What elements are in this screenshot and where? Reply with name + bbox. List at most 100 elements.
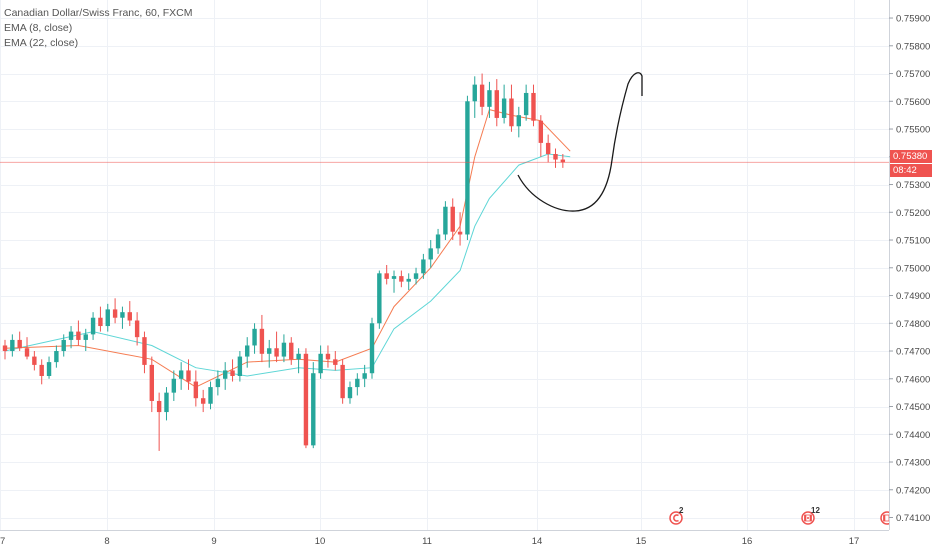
candle[interactable] bbox=[83, 328, 88, 352]
symbol-title[interactable]: Canadian Dollar/Swiss Franc, 60, FXCM bbox=[4, 7, 193, 19]
candle[interactable] bbox=[399, 270, 404, 288]
candle[interactable] bbox=[259, 314, 265, 363]
candle[interactable] bbox=[156, 392, 162, 451]
candle[interactable] bbox=[457, 212, 463, 246]
canada-flag-event-icon-edge[interactable] bbox=[880, 509, 896, 525]
freehand-drawing[interactable] bbox=[517, 72, 643, 212]
candle[interactable] bbox=[325, 345, 331, 368]
candle[interactable] bbox=[90, 312, 96, 340]
candle[interactable] bbox=[318, 345, 323, 379]
candle-body bbox=[560, 159, 566, 163]
candle[interactable] bbox=[230, 359, 235, 382]
candle[interactable] bbox=[76, 320, 81, 346]
candle[interactable] bbox=[2, 339, 8, 360]
candle-body bbox=[230, 370, 235, 376]
candle[interactable] bbox=[406, 273, 411, 290]
candle[interactable] bbox=[208, 381, 213, 410]
candle[interactable] bbox=[428, 240, 433, 268]
candle[interactable] bbox=[538, 115, 544, 157]
candle[interactable] bbox=[24, 337, 30, 360]
candle-body bbox=[457, 231, 463, 235]
candle[interactable] bbox=[487, 81, 492, 118]
candle[interactable] bbox=[501, 84, 507, 124]
candle[interactable] bbox=[245, 337, 250, 368]
candle[interactable] bbox=[369, 317, 375, 379]
candle[interactable] bbox=[142, 331, 147, 374]
ema8-legend-label[interactable]: EMA (8, close) bbox=[4, 22, 73, 34]
candle[interactable] bbox=[340, 359, 345, 404]
candle[interactable] bbox=[545, 134, 551, 163]
candle[interactable] bbox=[523, 84, 529, 121]
canada-flag-event-icon[interactable]: 12 bbox=[801, 506, 820, 525]
candle[interactable] bbox=[17, 331, 22, 352]
candle-body bbox=[281, 342, 287, 357]
canada-event-count: 12 bbox=[811, 506, 820, 515]
candle[interactable] bbox=[289, 337, 294, 365]
candle[interactable] bbox=[494, 79, 499, 127]
candle[interactable] bbox=[450, 198, 455, 241]
candle[interactable] bbox=[134, 312, 140, 346]
candle[interactable] bbox=[32, 351, 37, 371]
candle[interactable] bbox=[465, 95, 470, 241]
candle[interactable] bbox=[516, 106, 521, 138]
candle[interactable] bbox=[105, 303, 110, 332]
candle[interactable] bbox=[384, 265, 389, 285]
candle[interactable] bbox=[54, 345, 59, 368]
candle[interactable] bbox=[98, 306, 103, 332]
candle[interactable] bbox=[39, 359, 44, 385]
candle[interactable] bbox=[553, 148, 558, 168]
candle[interactable] bbox=[560, 154, 566, 168]
candle[interactable] bbox=[355, 373, 360, 396]
candle[interactable] bbox=[46, 356, 52, 379]
y-tick-label: 0.74900 bbox=[896, 291, 930, 302]
candle-body bbox=[223, 370, 228, 379]
candle[interactable] bbox=[252, 323, 257, 354]
candle[interactable] bbox=[10, 334, 15, 357]
candle-body bbox=[509, 98, 514, 127]
candle[interactable] bbox=[237, 351, 243, 382]
candle[interactable] bbox=[362, 364, 367, 388]
candle[interactable] bbox=[296, 348, 301, 374]
candle[interactable] bbox=[127, 301, 132, 327]
candle[interactable] bbox=[61, 334, 66, 357]
candle[interactable] bbox=[178, 362, 184, 390]
candle[interactable] bbox=[200, 389, 206, 413]
candle[interactable] bbox=[347, 381, 353, 404]
candle[interactable] bbox=[149, 356, 154, 413]
candle[interactable] bbox=[274, 331, 279, 363]
candle[interactable] bbox=[509, 84, 514, 132]
candle[interactable] bbox=[186, 359, 191, 390]
candle[interactable] bbox=[311, 362, 316, 449]
candle-body bbox=[406, 278, 411, 282]
time-axis[interactable]: 7 8 9 10 11 14 15 16 17 bbox=[0, 536, 859, 547]
candle[interactable] bbox=[443, 201, 448, 241]
ema22-legend-label[interactable]: EMA (22, close) bbox=[4, 37, 79, 49]
candle[interactable] bbox=[377, 270, 382, 329]
candle-body bbox=[516, 115, 521, 127]
candle[interactable] bbox=[267, 339, 272, 368]
candle[interactable] bbox=[171, 370, 177, 401]
candle[interactable] bbox=[479, 73, 485, 116]
candle[interactable] bbox=[472, 76, 477, 118]
candle[interactable] bbox=[333, 351, 338, 371]
candle[interactable] bbox=[531, 84, 536, 127]
price-axis[interactable]: 0.759000.758000.757000.756000.755000.754… bbox=[889, 14, 930, 524]
candle[interactable] bbox=[391, 270, 397, 293]
candles-group[interactable] bbox=[2, 73, 566, 451]
candle[interactable] bbox=[281, 334, 287, 363]
candle[interactable] bbox=[421, 253, 426, 279]
candle[interactable] bbox=[303, 348, 309, 449]
candle[interactable] bbox=[215, 370, 221, 396]
candle-body bbox=[112, 309, 118, 318]
candle[interactable] bbox=[112, 298, 118, 324]
candle[interactable] bbox=[413, 267, 419, 285]
candle-body bbox=[2, 345, 8, 352]
candle[interactable] bbox=[435, 228, 441, 254]
news-event-icon[interactable]: 2 bbox=[669, 506, 685, 525]
candle[interactable] bbox=[164, 387, 169, 421]
candle[interactable] bbox=[223, 362, 228, 390]
candle[interactable] bbox=[68, 326, 74, 349]
candle[interactable] bbox=[120, 306, 125, 329]
candle[interactable] bbox=[193, 370, 199, 407]
